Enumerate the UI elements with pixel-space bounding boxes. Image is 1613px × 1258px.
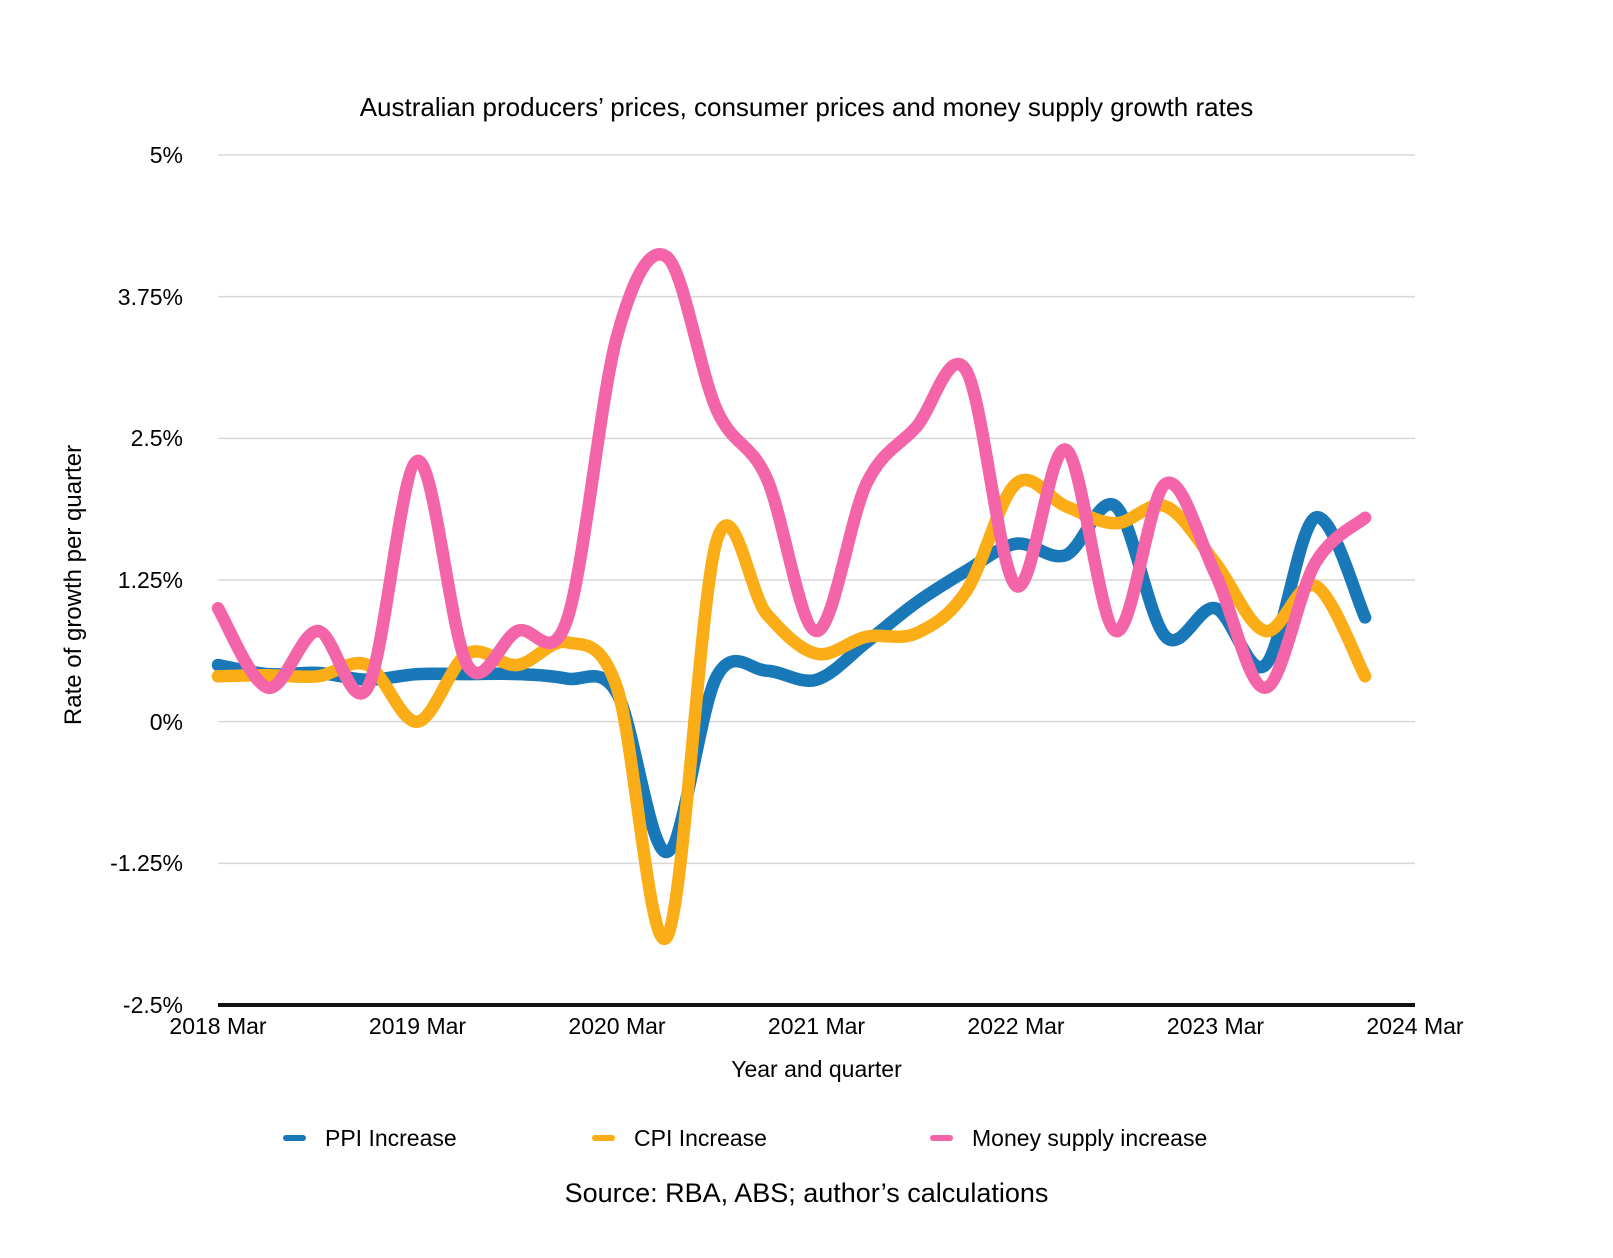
x-tick-label: 2022 Mar (967, 1013, 1065, 1039)
x-tick-label: 2024 Mar (1366, 1013, 1464, 1039)
y-tick-label: -1.25% (110, 850, 183, 877)
x-tick-label: 2023 Mar (1166, 1013, 1265, 1039)
legend-label: PPI Increase (325, 1124, 457, 1151)
x-axis-title: Year and quarter (731, 1056, 902, 1082)
y-tick-label: -2.5% (122, 992, 183, 1018)
money-supply-series-swatch-icon (930, 1135, 953, 1141)
legend-item-money-supply-increase: Money supply increase (930, 1122, 1207, 1154)
x-tick-label: 2021 Mar (767, 1013, 866, 1039)
cpi-series-swatch-icon (592, 1135, 615, 1141)
series-line-money-supply-increase (211, 248, 1372, 700)
series-line-cpi-increase (211, 473, 1372, 946)
y-tick-label: 5% (149, 142, 183, 168)
y-tick-label: 2.5% (130, 425, 183, 452)
chart-title: Australian producers’ prices, consumer p… (359, 92, 1254, 122)
x-tick-label: 2018 Mar (169, 1013, 267, 1039)
x-tick-label: 2019 Mar (368, 1013, 467, 1039)
legend-label: CPI Increase (634, 1124, 767, 1151)
ppi-series-swatch-icon (283, 1135, 306, 1141)
series-line-ppi-increase (211, 497, 1372, 859)
y-tick-label: 0% (149, 708, 183, 735)
source-note: Source: RBA, ABS; author’s calculations (564, 1178, 1049, 1208)
legend: PPI Increase CPI Increase Money supply i… (0, 1122, 1613, 1154)
legend-item-cpi-increase: CPI Increase (592, 1122, 767, 1154)
y-tick-label: 1.25% (117, 567, 183, 593)
x-tick-label: 2020 Mar (568, 1013, 666, 1039)
legend-item-ppi-increase: PPI Increase (283, 1122, 457, 1154)
legend-label: Money supply increase (972, 1124, 1208, 1151)
y-tick-label: 3.75% (117, 283, 183, 310)
